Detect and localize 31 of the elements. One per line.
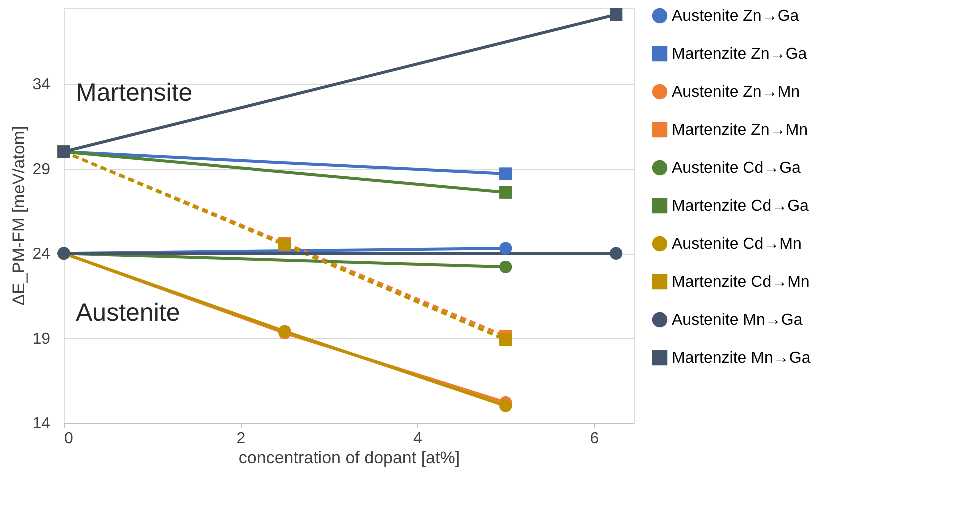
y-tick-label: 24 xyxy=(32,246,51,264)
x-tick-label: 6 xyxy=(590,430,600,448)
point xyxy=(610,247,623,260)
y-tick-label: 14 xyxy=(32,416,51,432)
x-tick-label: 2 xyxy=(236,430,246,448)
x-axis-title: concentration of dopant [at%] xyxy=(238,448,460,468)
legend-label: Austenite Mn→Ga xyxy=(672,312,803,329)
point xyxy=(500,186,512,199)
point xyxy=(500,168,512,180)
point xyxy=(500,260,512,274)
legend-label: Austenite Zn→Mn xyxy=(672,84,800,101)
legend-label: Martenzite Cd→Ga xyxy=(672,198,810,215)
y-tick-label: 19 xyxy=(32,330,51,348)
legend-label: Austenite Cd→Mn xyxy=(672,236,802,253)
x-tick-label: 0 xyxy=(64,430,74,448)
legend-label: Martenzite Cd→Mn xyxy=(672,274,810,291)
y-tick-label: 29 xyxy=(32,161,51,178)
legend-label: Martenzite Zn→Mn xyxy=(672,122,808,139)
x-tick-label: 4 xyxy=(414,430,423,448)
legend-label: Martenzite Zn→Ga xyxy=(672,46,808,63)
y-tick-label: 34 xyxy=(32,76,51,94)
point xyxy=(500,334,512,346)
legend-label: Austenite Cd→Ga xyxy=(672,160,802,177)
legend-label: Martenzite Mn→Ga xyxy=(672,350,811,367)
point xyxy=(610,8,623,22)
annotation: Austenite xyxy=(76,299,180,327)
y-axis-title: ΔE_PM-FM [meV/atom] xyxy=(10,126,29,306)
point xyxy=(500,400,512,412)
point xyxy=(500,242,512,255)
annotation: Martensite xyxy=(76,79,193,107)
legend-label: Austenite Zn→Ga xyxy=(672,8,800,25)
